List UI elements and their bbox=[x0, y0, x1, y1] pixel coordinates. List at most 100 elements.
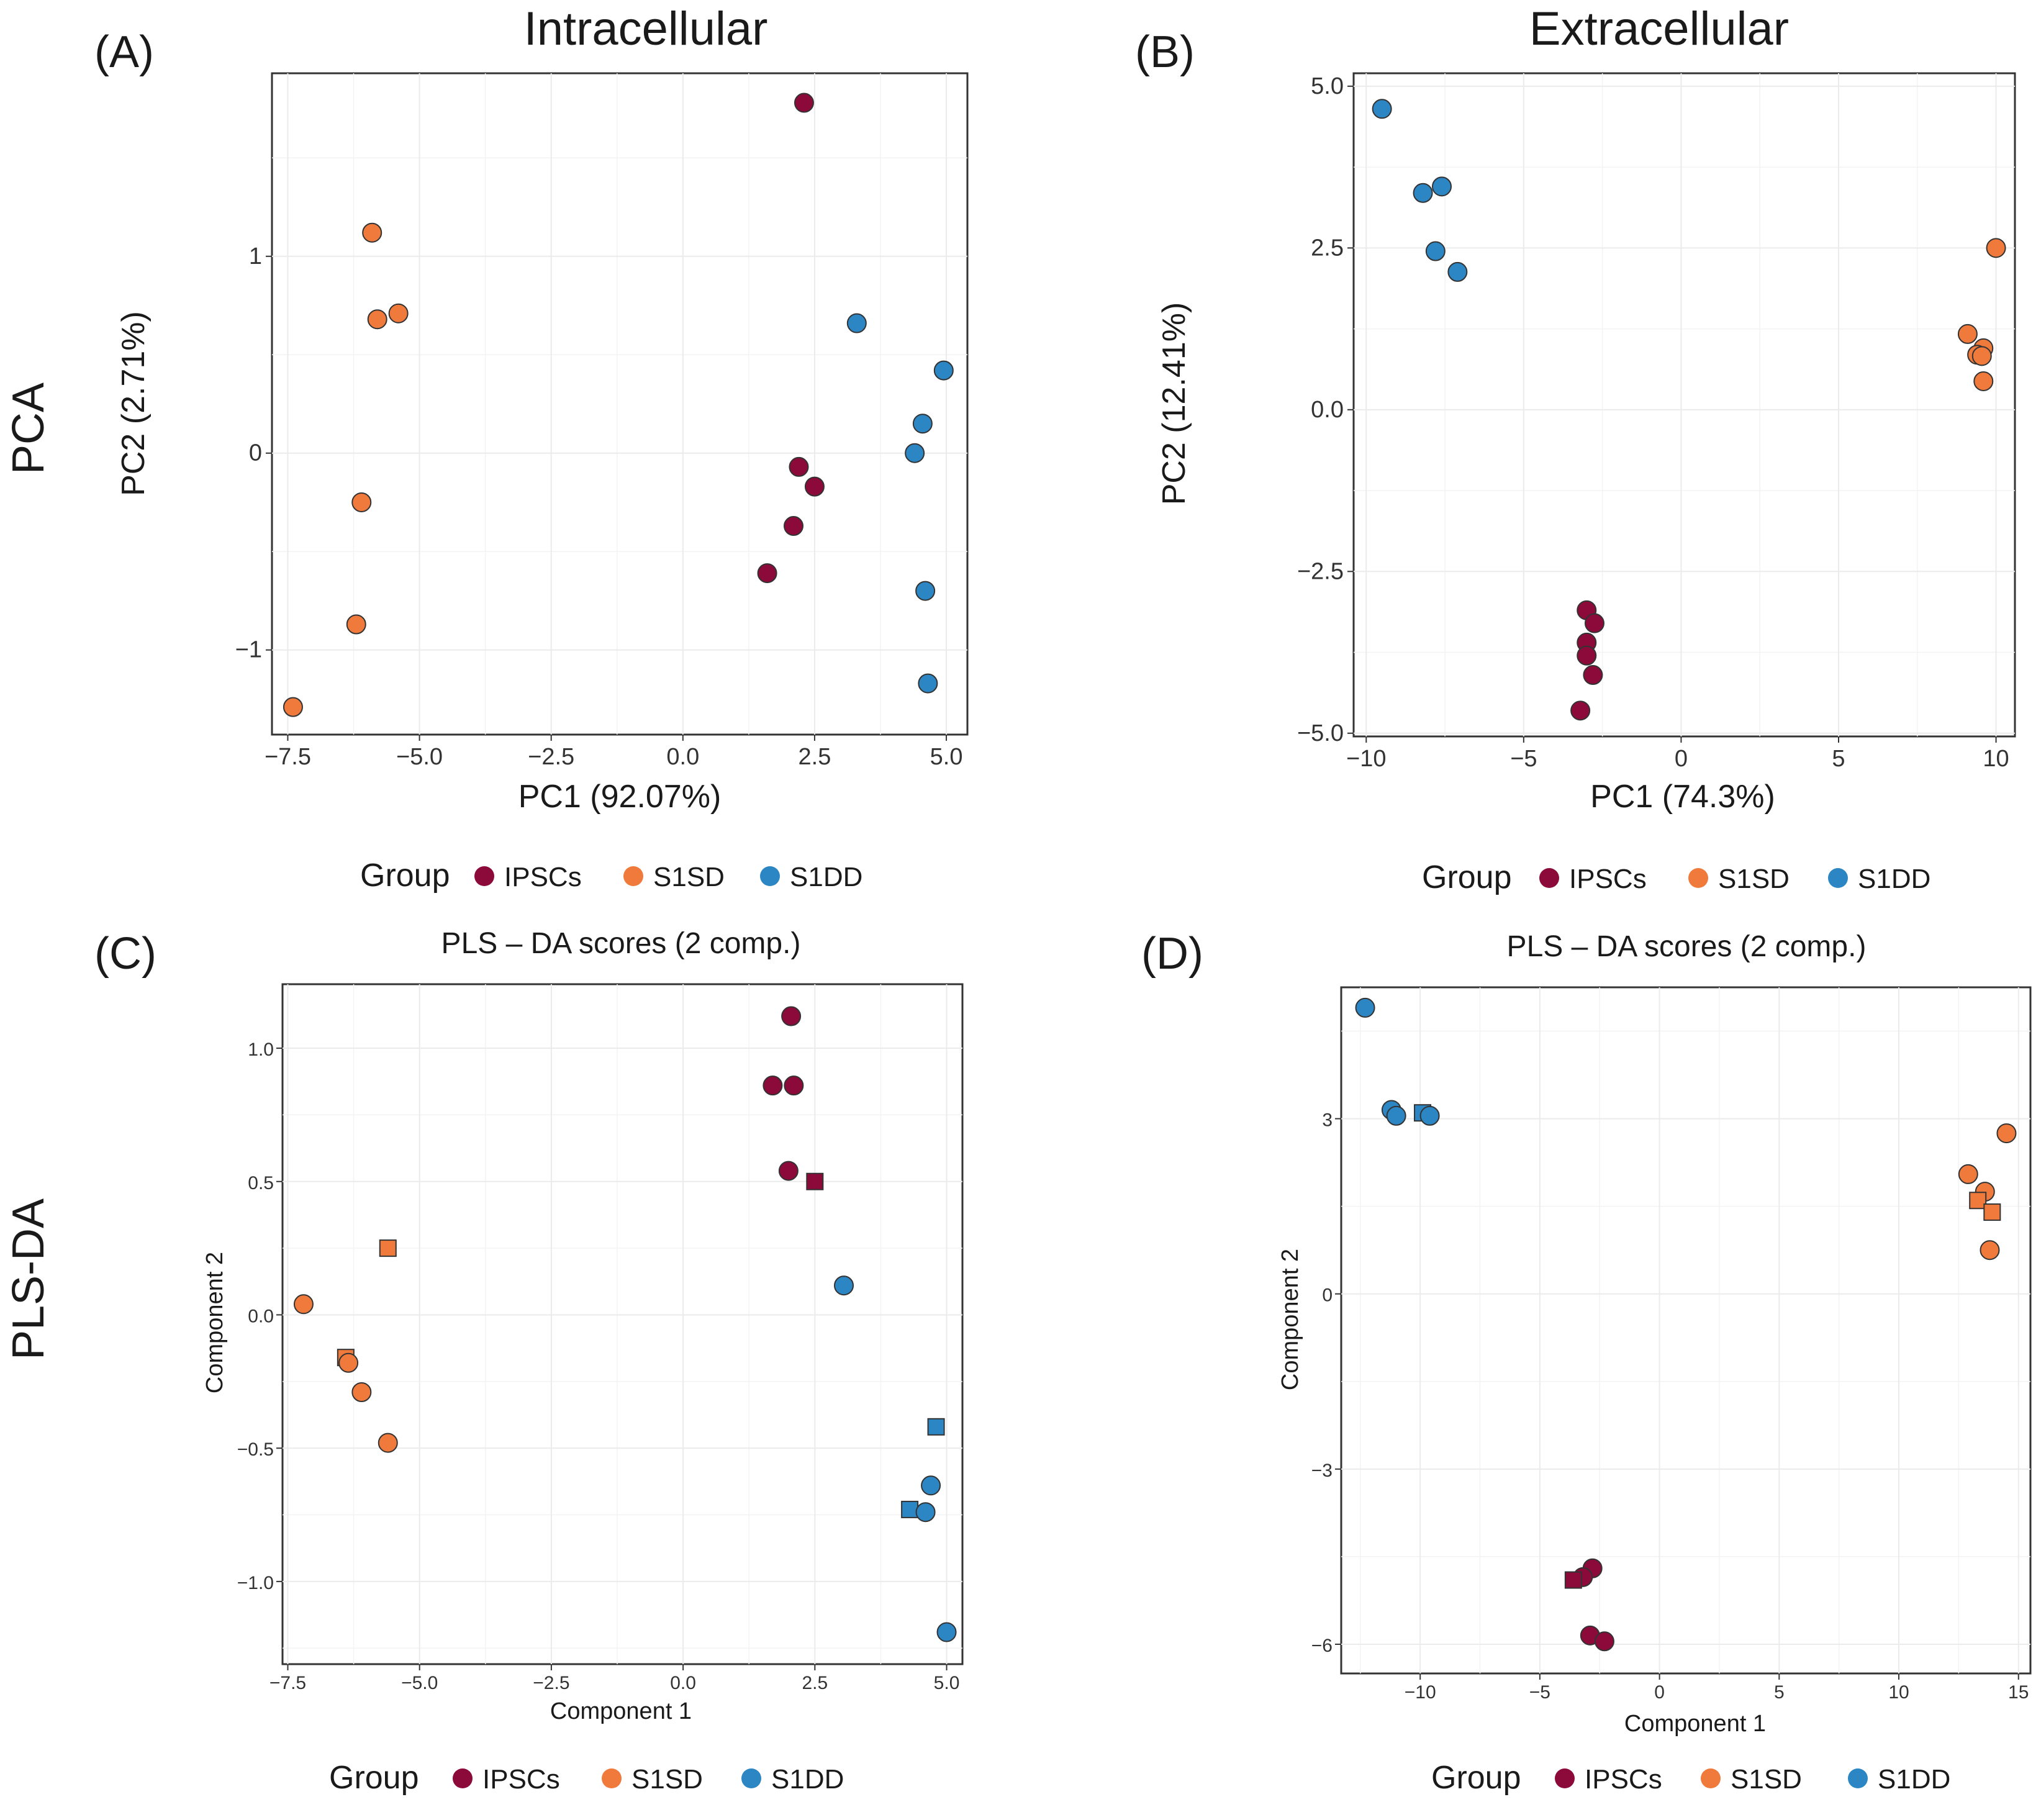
legend-d-swatch-s1dd bbox=[1848, 1768, 1868, 1788]
panel-d-point-s1dd bbox=[1355, 997, 1375, 1018]
legend-d-title: Group bbox=[1431, 1760, 1521, 1796]
panel-b-point-s1dd bbox=[1425, 241, 1446, 261]
panel-d-point-s1sd bbox=[1980, 1240, 2000, 1261]
panel-c-ylabel: Component 2 bbox=[202, 1252, 228, 1393]
legend-a-label-s1dd: S1DD bbox=[790, 862, 862, 892]
panel-c-tick-label-y: 0.0 bbox=[248, 1306, 274, 1326]
panel-b-x-ticks: −10 −5 0 5 10 bbox=[1346, 736, 2009, 772]
panel-c-tick-label-x: 2.5 bbox=[802, 1673, 828, 1693]
panel-b-tick-label-x: 5 bbox=[1832, 746, 1845, 772]
legend-b-title: Group bbox=[1422, 859, 1512, 895]
legend-d-label-s1dd: S1DD bbox=[1878, 1764, 1950, 1795]
panel-a-point-s1sd bbox=[388, 303, 409, 324]
panel-a-tick-label-x: −7.5 bbox=[265, 744, 311, 770]
legend-b-swatch-s1sd bbox=[1688, 868, 1708, 888]
panel-c-point-s1dd bbox=[921, 1475, 941, 1496]
panel-d-point-s1sd-square bbox=[1969, 1192, 1987, 1210]
panel-a-y-ticks: −1 0 1 bbox=[235, 243, 272, 663]
panel-a-point-s1dd bbox=[846, 313, 867, 333]
panel-d-ylabel: Component 2 bbox=[1277, 1249, 1303, 1390]
panel-b-tick-label-y: −2.5 bbox=[1297, 558, 1344, 584]
panel-b-label: (B) bbox=[1135, 27, 1195, 77]
panel-a-ylabel: PC2 (2.71%) bbox=[115, 311, 152, 496]
panel-c-point-s1sd bbox=[293, 1294, 314, 1315]
legend-d: Group IPSCs S1SD S1DD bbox=[1431, 1760, 1950, 1796]
panel-b-tick-label-x: 0 bbox=[1675, 746, 1688, 772]
panel-c-x-ticks: −7.5 −5.0 −2.5 0.0 2.5 5.0 bbox=[269, 1664, 960, 1693]
panel-c-tick-label-y: −1.0 bbox=[237, 1573, 274, 1593]
panel-b-ylabel: PC2 (12.41%) bbox=[1156, 302, 1192, 505]
panel-d-point-s1sd bbox=[1996, 1123, 2017, 1144]
panel-d-tick-label-y: −6 bbox=[1311, 1636, 1333, 1656]
panel-b: (B) Extracellular −10 −5 0 5 10 −5.0 −2.5 0.0 2… bbox=[1135, 2, 2016, 815]
legend-d-swatch-ipscs bbox=[1555, 1768, 1575, 1788]
panel-c-tick-label-x: −2.5 bbox=[533, 1673, 569, 1693]
legend-a: Group IPSCs S1SD S1DD bbox=[360, 858, 862, 894]
legend-a-swatch-s1dd bbox=[760, 866, 780, 886]
panel-c-point-ipscs bbox=[784, 1075, 804, 1096]
panel-c-tick-label-y: −0.5 bbox=[237, 1439, 274, 1460]
panel-a-point-s1sd bbox=[283, 697, 303, 717]
panel-d-tick-label-x: −10 bbox=[1405, 1682, 1436, 1703]
legend-c: Group IPSCs S1SD S1DD bbox=[329, 1760, 844, 1796]
panel-c-point-s1dd bbox=[936, 1622, 957, 1642]
panel-a-tick-label-x: −2.5 bbox=[528, 744, 574, 770]
panel-d: (D) PLS – DA scores (2 comp.) −10 −5 0 5 10 1… bbox=[1141, 929, 2032, 1737]
panel-b-point-ipscs bbox=[1577, 645, 1597, 666]
panel-c-tick-label-x: 5.0 bbox=[934, 1673, 960, 1693]
panel-a-point-s1sd bbox=[367, 309, 387, 330]
legend-c-label-ipscs: IPSCs bbox=[482, 1764, 560, 1795]
panel-b-title: Extracellular bbox=[1529, 2, 1789, 55]
panel-a-point-ipscs bbox=[794, 93, 814, 113]
legend-b-swatch-ipscs bbox=[1539, 868, 1559, 888]
panel-b-tick-label-y: 2.5 bbox=[1311, 235, 1344, 261]
panel-c-y-ticks: −1.0 −0.5 0.0 0.5 1.0 bbox=[237, 1039, 283, 1593]
panel-c-point-ipscs bbox=[781, 1006, 802, 1026]
legend-b-label-s1sd: S1SD bbox=[1718, 864, 1790, 894]
panel-a-tick-label-x: 0.0 bbox=[666, 744, 699, 770]
panel-b-points bbox=[1372, 99, 2006, 721]
panel-d-point-s1sd bbox=[1958, 1164, 1978, 1184]
panel-d-point-ipscs bbox=[1594, 1631, 1614, 1652]
panel-a: (A) Intracellular −7.5 −5.0 −2.5 0.0 2.5 5.0 … bbox=[94, 2, 969, 815]
panel-a-label: (A) bbox=[94, 27, 154, 77]
panel-c-title: PLS – DA scores (2 comp.) bbox=[441, 927, 801, 960]
legend-b-label-s1dd: S1DD bbox=[1858, 864, 1930, 894]
panel-b-point-s1dd bbox=[1432, 176, 1452, 197]
panel-b-point-s1sd bbox=[1957, 324, 1978, 344]
panel-a-xlabel: PC1 (92.07%) bbox=[518, 779, 722, 815]
panel-c-point-s1dd-square bbox=[901, 1500, 919, 1518]
panel-d-y-ticks: −6 −3 0 3 bbox=[1311, 1110, 1341, 1656]
panel-a-x-ticks: −7.5 −5.0 −2.5 0.0 2.5 5.0 bbox=[265, 735, 963, 770]
panel-d-point-s1dd bbox=[1419, 1105, 1440, 1126]
panel-c-point-s1dd bbox=[834, 1275, 854, 1296]
panel-d-xlabel: Component 1 bbox=[1624, 1711, 1766, 1737]
panel-c-point-ipscs bbox=[763, 1075, 783, 1096]
panel-c-tick-label-y: 1.0 bbox=[248, 1039, 274, 1060]
panel-c-point-s1dd bbox=[915, 1502, 936, 1523]
panel-c-gridlines bbox=[283, 984, 962, 1664]
panel-a-point-s1dd bbox=[912, 414, 933, 434]
panel-d-tick-label-x: 15 bbox=[2008, 1682, 2029, 1703]
panel-b-tick-label-x: 10 bbox=[1983, 746, 2009, 772]
legend-b-label-ipscs: IPSCs bbox=[1569, 864, 1647, 894]
legend-d-label-s1sd: S1SD bbox=[1731, 1764, 1802, 1795]
panel-b-point-ipscs bbox=[1570, 700, 1591, 721]
panel-b-y-ticks: −5.0 −2.5 0.0 2.5 5.0 bbox=[1297, 73, 1354, 746]
panel-c-point-s1sd bbox=[351, 1382, 372, 1402]
legend-c-swatch-s1dd bbox=[741, 1768, 761, 1788]
panel-a-point-s1dd bbox=[933, 360, 954, 381]
panel-a-tick-label-x: 5.0 bbox=[930, 744, 963, 770]
panel-c: (C) PLS – DA scores (2 comp.) −7.5 −5.0 −2… bbox=[94, 927, 964, 1724]
panel-c-points bbox=[293, 1006, 957, 1642]
panel-a-point-ipscs bbox=[804, 476, 825, 497]
panel-b-tick-label-x: −10 bbox=[1346, 746, 1386, 772]
panel-b-point-ipscs bbox=[1583, 665, 1603, 686]
legend-d-label-ipscs: IPSCs bbox=[1585, 1764, 1662, 1795]
panel-b-point-ipscs bbox=[1584, 613, 1604, 633]
panel-a-tick-label-y: 1 bbox=[249, 243, 262, 269]
panel-c-label: (C) bbox=[94, 929, 156, 979]
panel-c-point-s1sd bbox=[338, 1352, 359, 1373]
panel-a-tick-label-x: −5.0 bbox=[396, 744, 443, 770]
